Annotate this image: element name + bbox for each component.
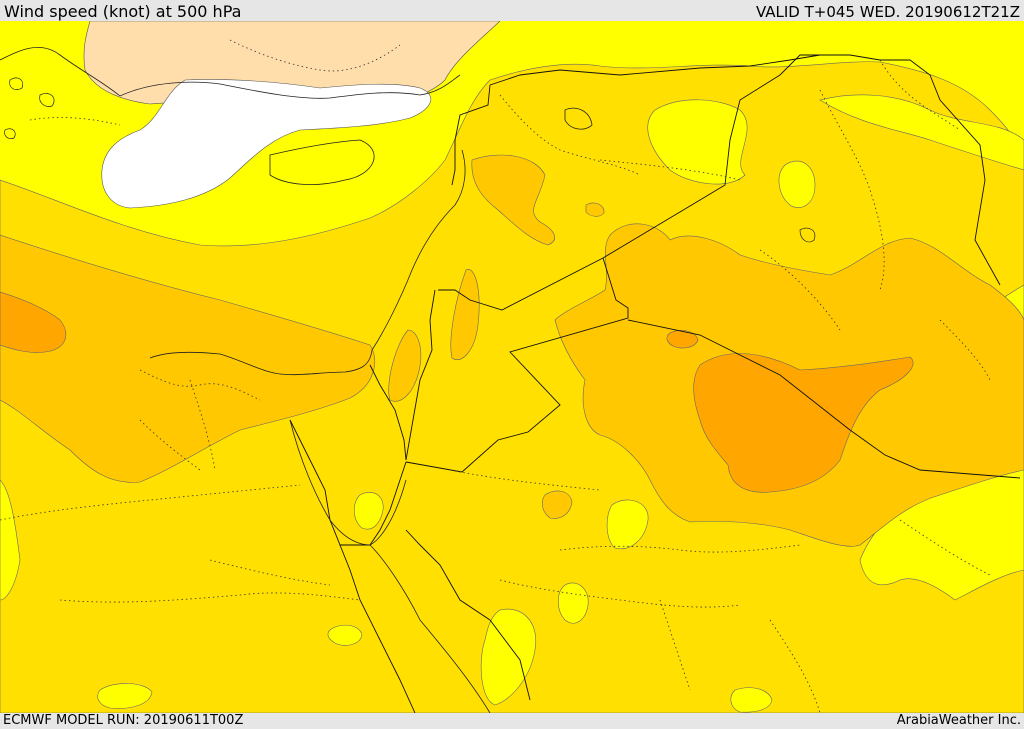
orange-zone-small — [666, 330, 699, 349]
yellow-patch-bottom-mid — [327, 624, 363, 646]
map-footer: ECMWF MODEL RUN: 20190611T00Z ArabiaWeat… — [0, 713, 1024, 729]
gold-zone-west — [0, 234, 376, 483]
yellow-patch-bottom-right — [730, 687, 773, 713]
islands — [4, 77, 816, 243]
gold-zone-small-2 — [585, 202, 605, 217]
orange-zone-west — [0, 291, 67, 353]
yellow-patch-south — [480, 608, 537, 706]
province-boundaries — [0, 39, 991, 713]
orange-zone-central — [693, 353, 914, 493]
gold-zone-jordan-strip — [450, 269, 480, 360]
model-run-label: ECMWF MODEL RUN: 20190611T00Z — [3, 713, 244, 728]
yellow-patch-small-2 — [557, 582, 589, 624]
gold-zone-deadsea — [388, 329, 422, 402]
yellow-patch-small-1 — [606, 499, 649, 550]
gold-zone-levant — [471, 154, 555, 246]
yellow-patch-small-3 — [353, 491, 384, 530]
yellow-patch-north — [647, 99, 748, 185]
brand-label: ArabiaWeather Inc. — [896, 713, 1021, 728]
gold-zone-small-1 — [541, 490, 573, 519]
yellow-patch-bottom-left — [97, 683, 153, 709]
yellow-patch-sw — [0, 479, 21, 601]
map-header: Wind speed (knot) at 500 hPa VALID T+045… — [0, 0, 1024, 21]
map-title: Wind speed (knot) at 500 hPa — [4, 2, 242, 21]
country-borders — [289, 54, 1021, 713]
valid-time: VALID T+045 WED. 20190612T21Z — [755, 3, 1020, 21]
yellow-patch-northeast — [819, 94, 1024, 171]
coastlines — [0, 47, 593, 713]
yellow-patch-iraq — [778, 160, 816, 208]
white-zone — [101, 79, 432, 209]
wind-speed-map — [0, 21, 1024, 713]
